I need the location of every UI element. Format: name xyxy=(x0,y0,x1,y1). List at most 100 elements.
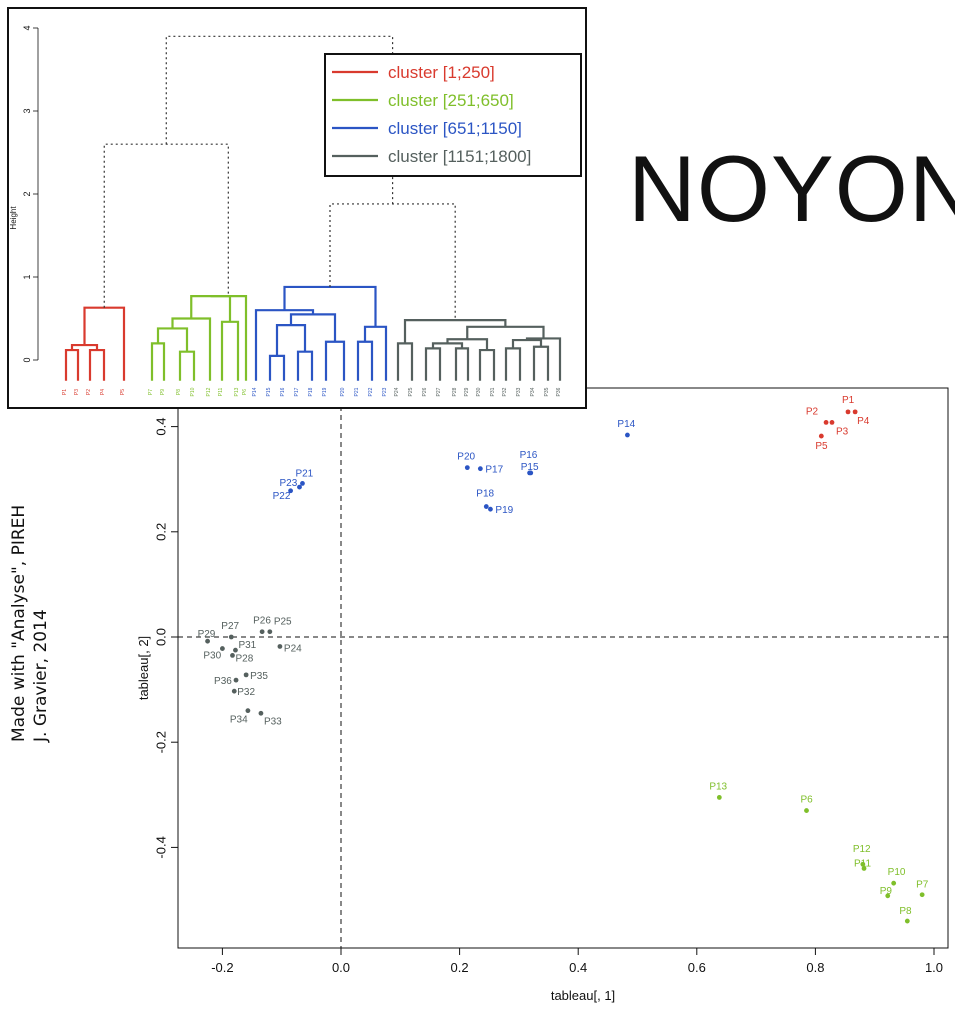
legend-label: cluster [251;650] xyxy=(388,91,514,110)
credit: Made with "Analyse", PIREH J. Gravier, 2… xyxy=(8,472,52,742)
point-label: P5 xyxy=(815,441,828,452)
dendrogram-y-tick-label: 2 xyxy=(22,191,32,196)
dendrogram-leaf-label: P21 xyxy=(354,387,360,396)
x-tick-label: -0.2 xyxy=(211,960,233,975)
point-p33 xyxy=(258,710,264,716)
scatter-layer: -0.2 0.0 0.2 0.4 0.6 0.8 1.0 -0.4 -0.2 0.0 0.2 0.4 t… xyxy=(136,387,949,1003)
point-p2 xyxy=(823,419,829,425)
dendrogram-leaf-label: P28 xyxy=(452,387,458,396)
point-p28 xyxy=(230,653,235,658)
dendrogram-leaf-label: P5 xyxy=(120,389,126,395)
legend-label: cluster [651;1150] xyxy=(388,119,522,138)
point-p5 xyxy=(818,433,824,439)
y-tick-label: 0.0 xyxy=(153,628,168,646)
dendrogram-leaf-label: P19 xyxy=(322,387,328,396)
dendrogram-y-tick-label: 0 xyxy=(22,357,32,362)
x-tick-label: 1.0 xyxy=(925,960,943,975)
y-axis-label: tableau[, 2] xyxy=(136,636,151,700)
point-p31 xyxy=(233,647,238,653)
x-tick-label: 0.2 xyxy=(451,960,469,975)
point-p6 xyxy=(804,808,809,813)
point-label: P36 xyxy=(214,676,232,687)
point-label: P34 xyxy=(230,715,248,726)
dendrogram-leaf-label: P30 xyxy=(476,387,482,396)
dendrogram-leaf-label: P1 xyxy=(62,389,68,395)
point-p13 xyxy=(716,795,722,800)
point-p8 xyxy=(904,918,910,924)
dendrogram-y-tick-label: 4 xyxy=(22,25,32,30)
dendrogram-leaf-label: P4 xyxy=(100,389,106,395)
credit-line-tool: Made with "Analyse", PIREH xyxy=(9,504,29,742)
dendrogram-y-tick-label: 1 xyxy=(22,274,32,279)
dendrogram-leaf-label: P6 xyxy=(242,389,248,395)
point-p32 xyxy=(231,688,237,694)
point-label: P6 xyxy=(801,795,814,806)
point-p14 xyxy=(625,432,630,438)
point-label: P33 xyxy=(264,716,282,727)
point-label: P1 xyxy=(842,395,855,406)
point-label: P18 xyxy=(476,489,494,500)
dendrogram-leaf-label: P34 xyxy=(530,387,536,396)
point-label: P16 xyxy=(520,450,538,461)
dendrogram-leaf-label: P29 xyxy=(464,387,470,396)
point-p24 xyxy=(277,644,283,649)
point-p17 xyxy=(477,466,483,472)
y-tick-label: 0.4 xyxy=(153,418,168,436)
dendrogram-leaf-label: P12 xyxy=(206,387,212,396)
legend-label: cluster [1151;1800] xyxy=(388,147,531,166)
credit-line-author: J. Gravier, 2014 xyxy=(31,609,51,742)
point-p18 xyxy=(483,504,489,509)
point-p15 xyxy=(528,470,534,476)
dendrogram-leaf-label: P24 xyxy=(394,387,400,396)
dendrogram-leaf-label: P18 xyxy=(308,387,314,396)
point-label: P26 xyxy=(253,616,271,627)
dendrogram-leaf-label: P35 xyxy=(544,387,550,396)
dendrogram-leaf-label: P31 xyxy=(490,387,496,396)
dendrogram-y-label: Height xyxy=(9,206,18,230)
point-p12 xyxy=(860,861,866,867)
point-label: P25 xyxy=(274,617,292,628)
point-label: P21 xyxy=(295,468,313,479)
point-label: P13 xyxy=(709,781,727,792)
point-label: P35 xyxy=(250,671,268,682)
point-label: P4 xyxy=(857,416,870,427)
x-tick-label: 0.8 xyxy=(806,960,824,975)
dendrogram-leaf-label: P11 xyxy=(218,388,224,397)
point-label: P23 xyxy=(279,478,297,489)
point-label: P19 xyxy=(495,505,513,516)
dendrogram-leaf-label: P22 xyxy=(368,387,374,396)
point-p4 xyxy=(852,409,858,415)
point-p10 xyxy=(891,880,897,886)
point-label: P30 xyxy=(203,651,221,662)
point-label: P7 xyxy=(916,880,929,891)
x-tick-label: 0.4 xyxy=(569,960,587,975)
dendrogram-leaf-label: P3 xyxy=(74,389,80,395)
dendrogram-leaf-label: P32 xyxy=(502,387,508,396)
point-label: P27 xyxy=(221,621,239,632)
point-p23 xyxy=(297,484,302,490)
dendrogram-leaf-label: P15 xyxy=(266,387,272,396)
dendrogram-leaf-label: P2 xyxy=(86,389,92,395)
point-p7 xyxy=(919,892,925,898)
dendrogram-leaf-label: P26 xyxy=(422,387,428,396)
x-axis-label: tableau[, 1] xyxy=(551,988,615,1003)
point-p25 xyxy=(267,629,273,635)
dendrogram-branch xyxy=(165,35,394,204)
dendrogram-leaf-label: P36 xyxy=(556,387,562,396)
dendrogram-leaf-label: P16 xyxy=(280,387,286,396)
point-label: P22 xyxy=(273,491,291,502)
dendrogram-leaf-label: P17 xyxy=(294,387,300,396)
dendrogram-leaf-label: P10 xyxy=(190,387,196,396)
point-p27 xyxy=(228,634,234,640)
point-p9 xyxy=(885,893,891,899)
point-p11 xyxy=(861,866,867,871)
y-tick-label: -0.2 xyxy=(153,731,168,753)
x-tick-label: 0.6 xyxy=(688,960,706,975)
point-label: P11 xyxy=(854,858,871,869)
point-p26 xyxy=(259,629,265,635)
point-label: P2 xyxy=(806,406,819,417)
dendrogram-leaf-label: P9 xyxy=(160,389,166,395)
point-label: P28 xyxy=(235,653,253,664)
